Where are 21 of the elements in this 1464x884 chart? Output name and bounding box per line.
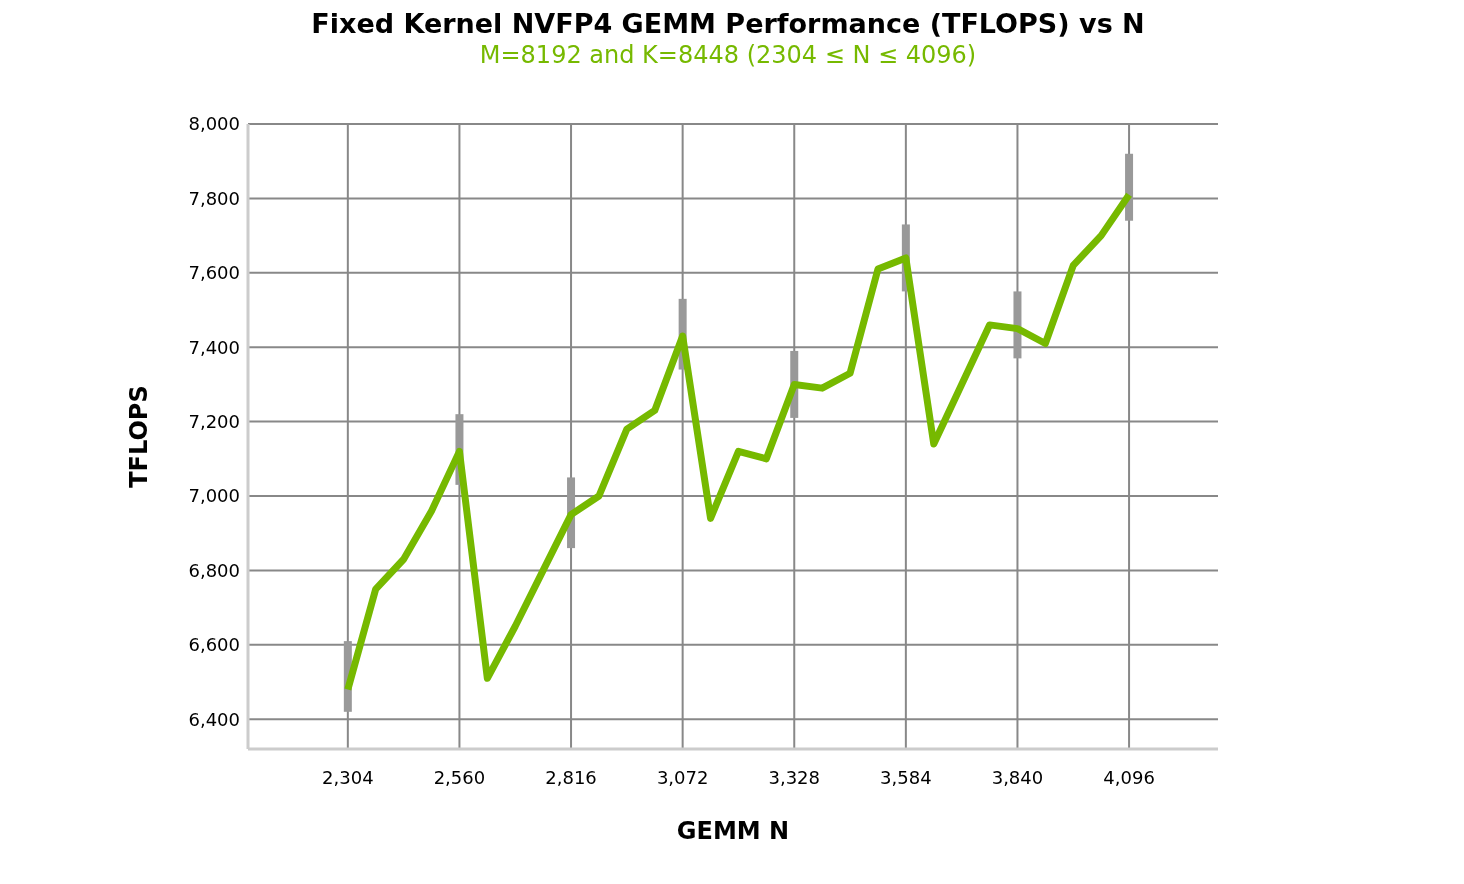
x-tick-label: 3,328 xyxy=(768,766,821,788)
y-tick-label: 6,600 xyxy=(188,634,240,656)
x-tick-label: 3,840 xyxy=(991,766,1044,788)
x-tick-label: 2,816 xyxy=(545,766,597,788)
x-tick-label: 3,584 xyxy=(880,766,932,788)
y-tick-label: 6,400 xyxy=(188,708,240,730)
y-tick-label: 7,400 xyxy=(188,336,240,358)
y-axis-title: TFLOPS xyxy=(124,385,153,488)
x-tick-label: 2,304 xyxy=(322,766,374,788)
x-tick-label: 4,096 xyxy=(1103,766,1155,788)
y-tick-label: 8,000 xyxy=(188,113,240,135)
x-tick-label: 2,560 xyxy=(433,766,486,788)
x-axis-title: GEMM N xyxy=(676,817,790,845)
chart-title: Fixed Kernel NVFP4 GEMM Performance (TFLOPS) vs N xyxy=(310,8,1146,39)
y-tick-label: 6,800 xyxy=(188,559,240,581)
y-tick-label: 7,000 xyxy=(188,485,240,507)
chart-subtitle: M=8192 and K=8448 (2304 ≤ N ≤ 4096) xyxy=(478,41,978,69)
x-tick-label: 3,072 xyxy=(656,766,709,788)
y-tick-label: 7,800 xyxy=(188,187,240,209)
y-tick-label: 7,600 xyxy=(188,262,240,284)
y-tick-label: 7,200 xyxy=(188,411,240,433)
